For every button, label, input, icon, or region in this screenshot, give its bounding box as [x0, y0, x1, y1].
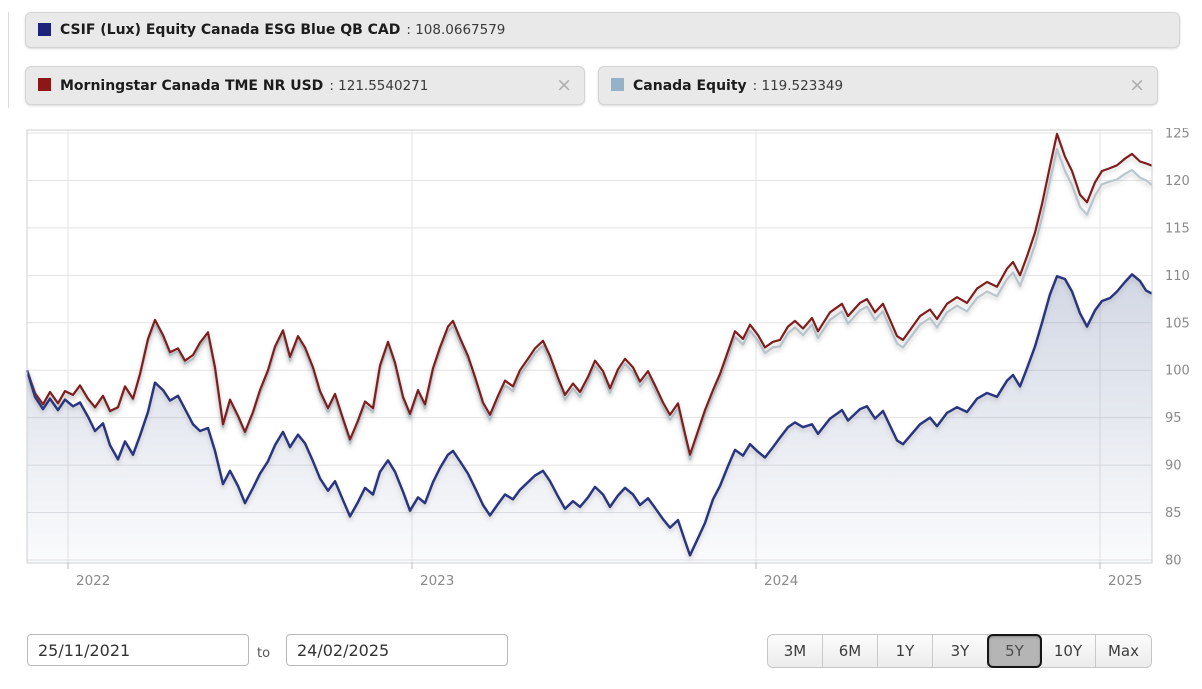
series-color-swatch — [611, 78, 624, 91]
range-button-3m[interactable]: 3M — [768, 635, 823, 667]
series-name: Morningstar Canada TME NR USD — [60, 77, 324, 94]
to-label: to — [257, 646, 271, 661]
y-axis-label: 120 — [1165, 174, 1190, 189]
y-axis-label: 85 — [1165, 506, 1182, 521]
chart-canvas[interactable]: 2022 2023 2024 2025 80 85 90 95 100 105 110 115 120 1… — [25, 127, 1200, 590]
range-button-group: 3M 6M 1Y 3Y 5Y 10Y Max — [767, 634, 1152, 668]
y-axis-label: 110 — [1165, 269, 1190, 284]
y-axis-label: 115 — [1165, 221, 1190, 236]
x-axis-label: 2022 — [76, 573, 110, 589]
y-axis-label: 100 — [1165, 364, 1190, 379]
panel-left-border — [8, 12, 9, 108]
range-button-max[interactable]: Max — [1096, 635, 1151, 667]
chart-controls: to 3M 6M 1Y 3Y 5Y 10Y Max — [0, 634, 1202, 670]
series-value: : 108.0667579 — [406, 22, 506, 38]
series-line-fund[interactable] — [25, 273, 1153, 557]
range-button-6m[interactable]: 6M — [823, 635, 878, 667]
x-axis-label: 2023 — [420, 573, 454, 589]
legend-chip-primary: CSIF (Lux) Equity Canada ESG Blue QB CAD… — [25, 12, 1180, 48]
start-date-input[interactable] — [27, 634, 249, 666]
y-axis-label: 105 — [1165, 316, 1190, 331]
series-value: : 119.523349 — [752, 77, 844, 94]
performance-chart[interactable]: 2022 2023 2024 2025 80 85 90 95 100 105 110 115 120 1… — [25, 127, 1200, 590]
series-color-swatch — [38, 22, 51, 36]
range-button-1y[interactable]: 1Y — [878, 635, 933, 667]
fund-area-fill — [27, 274, 1152, 563]
close-icon[interactable]: × — [556, 74, 572, 96]
x-axis-label: 2025 — [1108, 573, 1142, 589]
series-value: : 121.5540271 — [329, 77, 429, 94]
plot-border — [26, 129, 1153, 564]
series-name: CSIF (Lux) Equity Canada ESG Blue QB CAD — [60, 22, 401, 38]
series-name: Canada Equity — [633, 77, 747, 94]
y-axis-label: 95 — [1165, 411, 1182, 426]
end-date-input[interactable] — [286, 634, 508, 666]
x-axis-label: 2024 — [764, 573, 798, 589]
y-axis-label: 125 — [1165, 128, 1190, 142]
legend-chip-benchmark-1: Morningstar Canada TME NR USD : 121.5540… — [25, 66, 585, 105]
range-button-5y[interactable]: 5Y — [987, 634, 1042, 668]
range-button-3y[interactable]: 3Y — [933, 635, 988, 667]
legend-chip-benchmark-2: Canada Equity : 119.523349 × — [598, 66, 1158, 105]
y-axis-label: 90 — [1165, 459, 1182, 474]
series-color-swatch — [38, 78, 51, 91]
series-line-morningstar-index[interactable] — [25, 132, 1153, 456]
range-button-10y[interactable]: 10Y — [1041, 635, 1096, 667]
close-icon[interactable]: × — [1129, 74, 1145, 96]
y-axis-label: 80 — [1165, 554, 1182, 569]
